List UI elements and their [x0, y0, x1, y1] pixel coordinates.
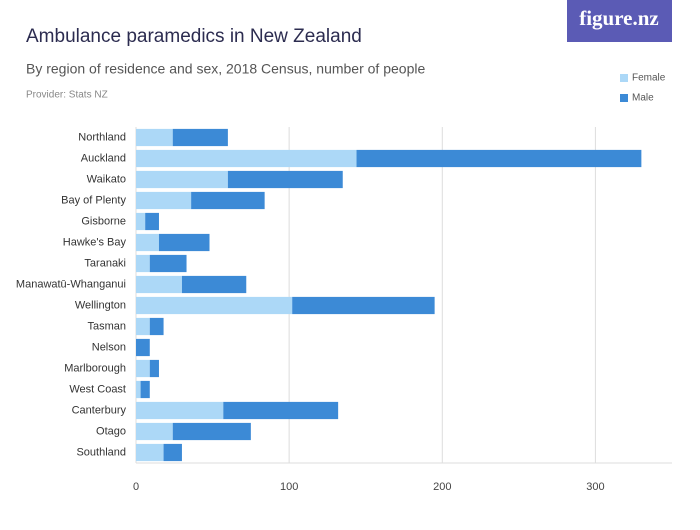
y-tick-label: Hawke's Bay — [63, 236, 127, 248]
x-tick-label: 100 — [280, 481, 298, 493]
bar-segment — [181, 275, 247, 294]
bar-segment — [149, 359, 159, 378]
bar-segment — [136, 359, 150, 378]
chart-subtitle: By region of residence and sex, 2018 Cen… — [26, 61, 425, 77]
bar-segment — [172, 422, 251, 441]
bar-segment — [292, 296, 435, 315]
provider: Provider: Stats NZ — [26, 90, 108, 101]
y-tick-label: Otago — [96, 425, 126, 437]
bar-segment — [136, 422, 173, 441]
bar-segment — [140, 380, 150, 399]
chart-title: Ambulance paramedics in New Zealand — [26, 26, 362, 47]
y-tick-label: Marlborough — [64, 362, 126, 374]
x-tick-label: 300 — [586, 481, 604, 493]
bar-segment — [356, 149, 642, 168]
bar-segment — [145, 212, 159, 231]
legend-swatch — [620, 74, 628, 82]
x-tick-label: 200 — [433, 481, 451, 493]
bar-segment — [149, 254, 187, 273]
y-tick-label: Bay of Plenty — [61, 194, 126, 206]
bar-segment — [136, 149, 357, 168]
x-tick-label: 0 — [133, 481, 139, 493]
bar-segment — [227, 170, 343, 189]
bar-segment — [136, 338, 150, 357]
bar-segment — [136, 254, 150, 273]
legend-label: Male — [632, 93, 654, 104]
y-tick-label: Tasman — [87, 320, 126, 332]
y-tick-label: Taranaki — [84, 257, 126, 269]
bar-segment — [136, 401, 224, 420]
y-tick-label: Canterbury — [72, 404, 127, 416]
bar-segment — [136, 296, 293, 315]
y-tick-label: West Coast — [69, 383, 126, 395]
y-tick-label: Northland — [78, 131, 126, 143]
bar-segment — [136, 212, 146, 231]
bar-segment — [149, 317, 164, 336]
y-tick-label: Manawatū-Whanganui — [16, 278, 126, 290]
logo: figure.nz — [579, 6, 659, 30]
legend-swatch — [620, 94, 628, 102]
logo-box — [567, 0, 672, 42]
y-tick-label: Auckland — [81, 152, 126, 164]
bar-segment — [136, 443, 164, 462]
bar-segment — [223, 401, 339, 420]
bar-segment — [136, 191, 192, 210]
bar-segment — [136, 170, 228, 189]
bar-segment — [136, 380, 141, 399]
bar-segment — [191, 191, 265, 210]
bar-segment — [136, 233, 159, 252]
y-tick-label: Waikato — [87, 173, 126, 185]
y-tick-label: Southland — [76, 446, 126, 458]
bar-segment — [136, 128, 173, 147]
bar-segment — [163, 443, 182, 462]
bar-segment — [172, 128, 228, 147]
y-tick-label: Gisborne — [81, 215, 126, 227]
bar-segment — [158, 233, 210, 252]
bar-segment — [136, 317, 150, 336]
y-tick-label: Nelson — [92, 341, 126, 353]
y-tick-label: Wellington — [75, 299, 126, 311]
bar-segment — [136, 275, 182, 294]
legend-label: Female — [632, 73, 666, 84]
